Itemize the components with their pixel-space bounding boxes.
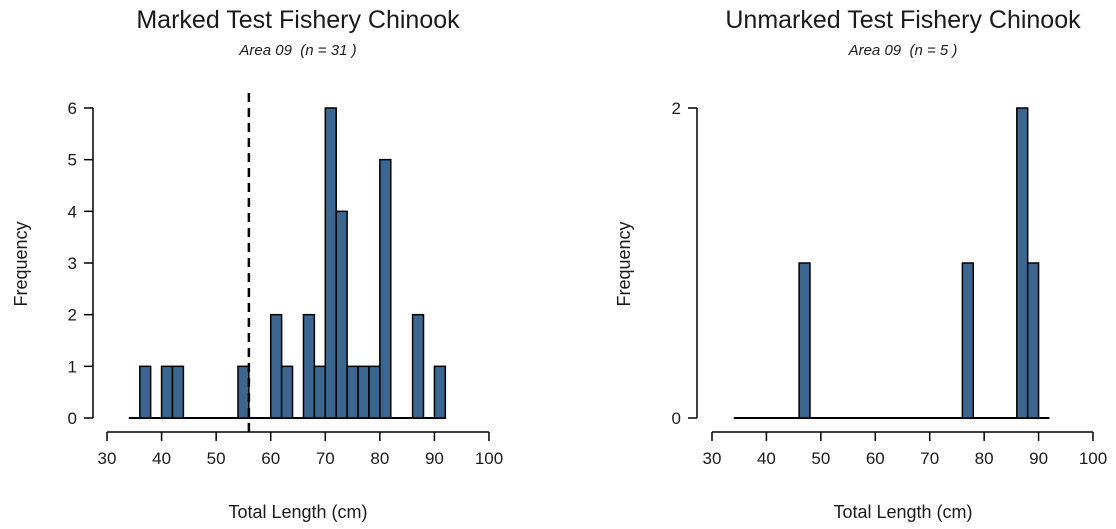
histogram-bar — [335, 210, 348, 419]
chart-subtitle: Area 09 (n = 5 ) — [848, 42, 958, 59]
x-tick-label: 40 — [757, 449, 776, 468]
x-tick-label: 80 — [370, 449, 389, 468]
y-tick-label: 1 — [68, 357, 77, 376]
x-tick-label: 60 — [261, 449, 280, 468]
y-tick-label: 0 — [68, 409, 77, 428]
y-tick-label: 2 — [68, 306, 77, 325]
histogram-bar — [346, 365, 359, 419]
y-axis-label: Frequency — [614, 221, 634, 306]
x-tick-label: 90 — [1029, 449, 1048, 468]
histogram-bar — [379, 158, 392, 419]
y-axis-label: Frequency — [11, 221, 31, 306]
unmarked-histogram-panel: Unmarked Test Fishery Chinook Area 09 (n… — [614, 6, 1107, 522]
histogram-bar — [324, 107, 337, 419]
histogram-bar — [160, 365, 174, 419]
x-tick-label: 50 — [811, 449, 830, 468]
x-tick-label: 100 — [1079, 449, 1107, 468]
histogram-bar — [433, 365, 447, 419]
histogram-bar — [138, 365, 152, 419]
x-tick-label: 30 — [98, 449, 117, 468]
x-axis-label: Total Length (cm) — [228, 502, 367, 522]
histogram-bar — [961, 262, 975, 419]
histogram-bar — [302, 313, 316, 419]
x-tick-label: 80 — [975, 449, 994, 468]
chart-subtitle: Area 09 (n = 31 ) — [238, 42, 356, 59]
x-tick-label: 70 — [316, 449, 335, 468]
x-tick-label: 30 — [703, 449, 722, 468]
y-tick-label: 4 — [68, 202, 77, 221]
y-tick-label: 3 — [68, 254, 77, 273]
x-tick-label: 40 — [152, 449, 171, 468]
marked-histogram-panel: Marked Test Fishery Chinook Area 09 (n =… — [11, 6, 503, 522]
x-tick-label: 100 — [475, 449, 503, 468]
histogram-bar — [171, 365, 185, 419]
y-tick-label: 6 — [68, 99, 77, 118]
histogram-bar — [368, 365, 381, 419]
y-tick-label: 5 — [68, 151, 77, 170]
chart-title: Marked Test Fishery Chinook — [136, 6, 460, 34]
histogram-bar — [798, 262, 811, 419]
x-tick-label: 90 — [425, 449, 444, 468]
chart-title: Unmarked Test Fishery Chinook — [725, 6, 1081, 34]
histogram-bar — [357, 365, 370, 419]
y-tick-label: 0 — [672, 409, 681, 428]
histogram-bar — [411, 313, 425, 419]
histogram-bar — [1016, 107, 1029, 419]
histogram-bar — [313, 365, 327, 419]
x-tick-label: 60 — [866, 449, 885, 468]
x-tick-label: 70 — [920, 449, 939, 468]
histogram-bar — [269, 313, 283, 419]
y-tick-label: 2 — [672, 99, 681, 118]
histogram-bar — [1026, 262, 1040, 419]
x-axis-label: Total Length (cm) — [833, 502, 972, 522]
histogram-bar — [280, 365, 294, 419]
histogram-bar — [237, 365, 250, 419]
x-tick-label: 50 — [207, 449, 226, 468]
